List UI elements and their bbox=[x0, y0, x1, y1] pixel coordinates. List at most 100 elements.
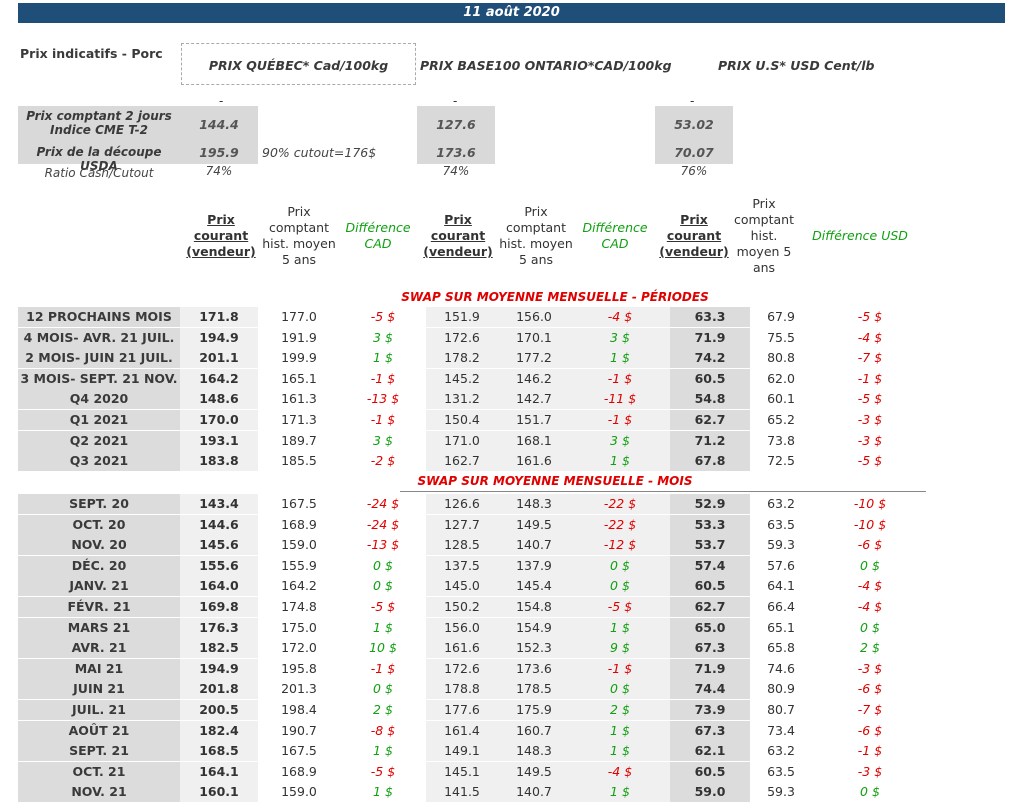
us-hist-cell: 59.3 bbox=[767, 537, 795, 553]
us-current-cell: 67.8 bbox=[670, 451, 750, 472]
usda-label: Prix de la découpe USDA bbox=[36, 145, 162, 173]
quebec-diff-cell: 0 $ bbox=[373, 557, 393, 573]
table-row: Q3 2021 183.8 185.5 -2 $ 162.7 161.6 1 $67.8 72… bbox=[18, 451, 928, 472]
us-hist-cell: 63.2 bbox=[767, 743, 795, 759]
us-diff-cell: -3 $ bbox=[857, 432, 883, 448]
ontario-hist-cell: 168.1 bbox=[498, 430, 570, 451]
us-diff-cell: -3 $ bbox=[857, 412, 883, 427]
row-label-cell: 12 PROCHAINS MOIS bbox=[18, 307, 180, 327]
cutout-note: 90% cutout=176$ bbox=[262, 145, 377, 160]
quebec-diff-cell: -24 $ bbox=[366, 516, 400, 532]
ontario-hist-cell: 140.7 bbox=[498, 782, 570, 803]
table-row: JANV. 21 164.0 164.2 0 $145.0 145.4 0 $60.5 64… bbox=[18, 576, 928, 597]
table-row: SEPT. 21 168.5 167.5 1 $149.1 148.3 1 $62.1 63… bbox=[18, 741, 928, 762]
ontario-current-cell: 178.2 bbox=[426, 348, 498, 369]
quebec-hist-cell: 175.0 bbox=[281, 619, 317, 635]
us-current-cell: 57.4 bbox=[670, 555, 750, 576]
ontario-diff-cell: -1 $ bbox=[570, 658, 670, 679]
row-label-cell: FÉVR. 21 bbox=[18, 597, 180, 617]
quebec-current-cell: 182.5 bbox=[180, 638, 258, 659]
quebec-current-cell: 169.8 bbox=[180, 597, 258, 617]
ontario-hist-cell: 177.2 bbox=[498, 348, 570, 369]
us-diff-cell: 0 $ bbox=[860, 619, 880, 635]
us-diff-cell: -7 $ bbox=[857, 350, 883, 366]
quebec-current-cell: 168.5 bbox=[180, 741, 258, 762]
us-diff-cell: -6 $ bbox=[857, 681, 883, 697]
us-hist-cell: 64.1 bbox=[767, 578, 795, 594]
ontario-diff-cell: -12 $ bbox=[570, 535, 670, 556]
us-hist-cell: 73.8 bbox=[767, 432, 795, 448]
ontario-current-cell: 150.2 bbox=[426, 597, 498, 617]
ontario-hist-cell: 140.7 bbox=[498, 535, 570, 556]
quebec-hist-cell: 164.2 bbox=[281, 578, 317, 594]
quebec-diff-cell: 2 $ bbox=[373, 702, 393, 717]
us-hist-cell: 63.5 bbox=[767, 763, 795, 779]
quebec-usda-value: 195.9 bbox=[199, 145, 239, 160]
table-row: Q2 2021 193.1 189.7 3 $171.0 168.1 3 $71.2 73.… bbox=[18, 430, 928, 451]
us-hist-cell: 80.8 bbox=[767, 350, 795, 366]
ontario-hist-cell: 145.4 bbox=[498, 576, 570, 597]
us-hist-cell: 57.6 bbox=[767, 557, 795, 573]
ontario-hist-cell: 161.6 bbox=[498, 451, 570, 472]
quebec-diff-cell: 10 $ bbox=[369, 640, 397, 656]
us-current-cell: 62.7 bbox=[670, 597, 750, 617]
ontario-hist-cell: 152.3 bbox=[498, 638, 570, 659]
us-current-cell: 67.3 bbox=[670, 720, 750, 741]
us-current-cell: 60.5 bbox=[670, 761, 750, 782]
quebec-hist-cell: 185.5 bbox=[281, 453, 317, 469]
table-row: AVR. 21 182.5 172.0 10 $ 161.6 152.3 9 $67.3 65… bbox=[18, 638, 928, 659]
quebec-hist-cell: 199.9 bbox=[281, 350, 317, 366]
ontario-hist-cell: 175.9 bbox=[498, 700, 570, 720]
quebec-hist-cell: 168.9 bbox=[281, 763, 317, 779]
ontario-current-cell: 149.1 bbox=[426, 741, 498, 762]
us-current-cell: 53.7 bbox=[670, 535, 750, 556]
row-label-cell: Q1 2021 bbox=[18, 410, 180, 430]
us-hist-cell: 80.9 bbox=[767, 681, 795, 697]
us-current-cell: 67.3 bbox=[670, 638, 750, 659]
us-diff-header: Différence USD bbox=[812, 228, 908, 243]
us-diff-cell: -4 $ bbox=[857, 578, 883, 594]
quebec-hist-header: Prix comptant hist. moyen 5 ans bbox=[262, 204, 336, 267]
row-label-cell: NOV. 21 bbox=[18, 782, 180, 803]
quebec-current-cell: 183.8 bbox=[180, 451, 258, 472]
ontario-current-cell: 137.5 bbox=[426, 555, 498, 576]
us-diff-cell: -7 $ bbox=[857, 702, 883, 717]
ontario-diff-cell: 1 $ bbox=[570, 451, 670, 472]
quebec-current-cell: 144.6 bbox=[180, 514, 258, 535]
ontario-diff-cell: 0 $ bbox=[570, 679, 670, 700]
quebec-cme-value: 144.4 bbox=[199, 117, 239, 132]
quebec-hist-cell: 195.8 bbox=[281, 660, 317, 676]
ontario-current-cell: 162.7 bbox=[426, 451, 498, 472]
us-dash: - bbox=[690, 94, 695, 108]
table-row: SEPT. 20 143.4 167.5 -24 $ 126.6 148.3 -22 $52… bbox=[18, 494, 928, 514]
row-label-cell: 3 MOIS- SEPT. 21 NOV. 21 bbox=[18, 368, 180, 406]
row-label-cell: AVR. 21 bbox=[18, 638, 180, 659]
us-hist-cell: 66.4 bbox=[767, 599, 795, 614]
us-diff-cell: 2 $ bbox=[860, 640, 880, 656]
quebec-header-box bbox=[181, 43, 416, 85]
us-diff-cell: -3 $ bbox=[857, 763, 883, 779]
quebec-hist-cell: 201.3 bbox=[281, 681, 317, 697]
ontario-hist-cell: 178.5 bbox=[498, 679, 570, 700]
us-hist-cell: 80.7 bbox=[767, 702, 795, 717]
ontario-hist-cell: 149.5 bbox=[498, 514, 570, 535]
quebec-current-cell: 194.9 bbox=[180, 658, 258, 679]
us-price-header: PRIX U.S* USD Cent/lb bbox=[718, 58, 875, 73]
quebec-diff-cell: -1 $ bbox=[370, 660, 396, 676]
quebec-hist-cell: 177.0 bbox=[281, 309, 317, 324]
ontario-diff-cell: -4 $ bbox=[570, 307, 670, 327]
row-label-cell: MAI 21 bbox=[18, 658, 180, 679]
quebec-diff-cell: 0 $ bbox=[373, 578, 393, 594]
ontario-dash: - bbox=[453, 94, 458, 108]
us-diff-cell: -6 $ bbox=[857, 722, 883, 738]
ontario-current-cell: 128.5 bbox=[426, 535, 498, 556]
quebec-diff-cell: 3 $ bbox=[373, 329, 393, 345]
table-row: OCT. 21 164.1 168.9 -5 $ 145.1 149.5 -4 $60.5 6… bbox=[18, 761, 928, 782]
quebec-diff-cell: 1 $ bbox=[373, 619, 393, 635]
us-hist-cell: 63.2 bbox=[767, 496, 795, 511]
section-periodes: SWAP SUR MOYENNE MENSUELLE - PÉRIODES bbox=[401, 290, 709, 304]
ontario-current-cell: 156.0 bbox=[426, 617, 498, 638]
ontario-diff-cell: -1 $ bbox=[570, 410, 670, 430]
us-diff-cell: 0 $ bbox=[860, 557, 880, 573]
